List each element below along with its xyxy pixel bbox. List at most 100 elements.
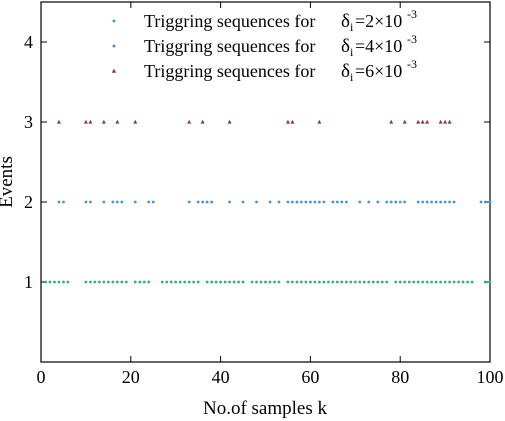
legend-value: =6×10 (355, 61, 402, 81)
series-1-point (277, 280, 281, 284)
series-1-point (421, 280, 425, 284)
tick-labels: 0 20 40 60 80 100 1 2 3 4 (24, 32, 504, 387)
series-1-point (223, 280, 227, 284)
series-3-point (88, 119, 93, 124)
series-1-point (484, 280, 487, 284)
series-1-point (300, 280, 303, 284)
series-2-point (443, 200, 447, 204)
series-2-point (434, 200, 438, 204)
series-2-point (120, 200, 124, 204)
series-1-point (62, 280, 65, 284)
series-1-point (461, 280, 465, 284)
series-2-point (196, 200, 200, 204)
series-2-point (228, 200, 231, 204)
x-tick-label: 80 (391, 367, 409, 387)
legend-exponent: -3 (407, 7, 417, 21)
series-2-point (309, 200, 312, 204)
legend-label: Triggring sequences for (144, 61, 315, 81)
series-2-point (241, 200, 245, 204)
series-1-point (53, 280, 56, 284)
series-2-point (421, 200, 425, 204)
series-1-point (425, 280, 429, 284)
series-2-point (291, 200, 294, 204)
series-1-point (470, 280, 474, 284)
series-1-point (147, 280, 151, 284)
series-3-point (416, 119, 421, 124)
series-1-point (120, 280, 124, 284)
legend-label: Triggring sequences for (144, 11, 315, 31)
series-2-point (115, 200, 119, 204)
series-2-point (300, 200, 303, 204)
x-tick-label: 20 (122, 367, 140, 387)
series-1-point (174, 280, 178, 284)
series-1-point (362, 280, 366, 284)
series-2-point (416, 200, 420, 204)
series-3-point (438, 119, 443, 124)
series-1-point (268, 280, 272, 284)
series-1-point (304, 280, 308, 284)
x-tick-label: 0 (37, 367, 46, 387)
series-1-point (371, 280, 375, 284)
series-1-point (286, 280, 290, 284)
legend-subscript: i (350, 70, 354, 84)
series-3-point (133, 119, 138, 124)
legend-exponent: -3 (407, 32, 417, 46)
series-2-point (488, 200, 492, 204)
series-1-point (241, 280, 245, 284)
series-1-point (142, 280, 146, 284)
series-2-point (389, 200, 393, 204)
series-1-point (416, 280, 420, 284)
series-1-point (398, 280, 402, 284)
series-1-point (102, 280, 106, 284)
series-2-point (255, 200, 258, 204)
x-tick-label: 40 (212, 367, 230, 387)
series-2-point (102, 200, 106, 204)
series-1-point (84, 280, 88, 284)
series-1-point (187, 280, 191, 284)
series-2-point (268, 200, 272, 204)
series-1-point (97, 280, 101, 284)
series-2-point (313, 200, 317, 204)
series-1-point (407, 280, 411, 284)
series-1-point (183, 280, 187, 284)
series-2-point (295, 200, 299, 204)
series-2-point (335, 200, 339, 204)
series-2-point (385, 200, 389, 204)
series-1-point (439, 280, 443, 284)
series-2-point (398, 200, 402, 204)
series-2-point (133, 200, 137, 204)
series-1-point (403, 280, 407, 284)
series-1-point (237, 280, 240, 284)
series-1-point (93, 280, 97, 284)
series-1-point (335, 280, 339, 284)
series-2-point (479, 200, 483, 204)
series-3-point (56, 119, 61, 124)
series-1-point (385, 280, 389, 284)
series-3-point (285, 119, 290, 124)
series-3-point (402, 119, 407, 124)
series-1-point (291, 280, 294, 284)
tick-marks (40, 2, 491, 362)
series-2-point (286, 200, 290, 204)
series-2-point (210, 200, 214, 204)
series-1-point (219, 280, 223, 284)
series-1-point (344, 280, 348, 284)
series-2-point (484, 200, 487, 204)
series-3-point (317, 119, 322, 124)
series-1-point (376, 280, 380, 284)
series-2-point (277, 200, 281, 204)
series-2-point (331, 200, 335, 204)
series-1-point (349, 280, 353, 284)
legend-symbol: δ (341, 61, 350, 82)
series-1-point (448, 280, 451, 284)
series-1-point (124, 280, 128, 284)
series-1-point (138, 280, 142, 284)
legend-marker (112, 19, 116, 23)
series-1-point (57, 280, 61, 284)
series-1-point (205, 280, 209, 284)
series-2-point (201, 200, 205, 204)
plot-frame (40, 1, 491, 363)
series-1-point (178, 280, 182, 284)
y-axis-title: Events (0, 156, 17, 208)
